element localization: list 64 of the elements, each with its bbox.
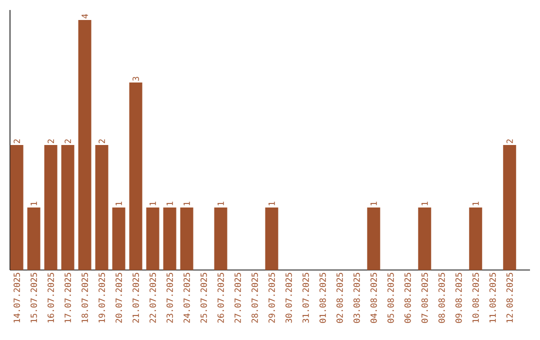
- data-label: 2: [506, 139, 513, 144]
- data-label: 2: [14, 139, 20, 144]
- data-label: 4: [82, 14, 88, 18]
- x-tick-label: 10.08.2025: [472, 272, 479, 322]
- x-tick-label: 16.07.2025: [48, 272, 54, 322]
- bar: [61, 144, 74, 270]
- x-tick-label: 27.07.2025: [234, 272, 241, 323]
- data-label: 1: [422, 202, 428, 206]
- x-tick-label: 05.08.2025: [387, 272, 394, 323]
- bar: [95, 144, 108, 270]
- data-label: 1: [218, 202, 224, 206]
- data-label: 1: [268, 202, 275, 206]
- x-tick-label: 15.07.2025: [30, 272, 38, 322]
- x-tick-label: 14.07.2025: [14, 272, 20, 322]
- data-label: 2: [64, 139, 71, 144]
- x-tick-label: 09.08.2025: [455, 272, 462, 323]
- x-tick-label: 06.08.2025: [404, 272, 411, 323]
- bar: [503, 144, 516, 270]
- data-label: 2: [98, 139, 105, 144]
- bar: [163, 208, 176, 270]
- x-tick-label: 17.07.2025: [64, 272, 72, 322]
- x-tick-label: 31.07.2025: [302, 272, 309, 323]
- data-label: 3: [132, 76, 139, 81]
- x-tick-label: 26.07.2025: [218, 272, 224, 323]
- x-tick-label: 18.07.2025: [82, 272, 88, 322]
- data-label: 1: [116, 202, 122, 206]
- x-tick-label: 12.08.2025: [506, 272, 513, 322]
- bar: [27, 208, 40, 270]
- x-tick-label: 28.07.2025: [251, 272, 258, 323]
- x-tick-label: 02.08.2025: [336, 272, 343, 323]
- bar: [214, 208, 228, 270]
- x-tick-label: 04.08.2025: [370, 272, 377, 323]
- x-tick-label: 29.07.2025: [268, 272, 275, 323]
- bar: [129, 82, 142, 270]
- bar: [265, 208, 278, 270]
- x-tick-label: 01.08.2025: [319, 272, 326, 323]
- x-tick-label: 07.08.2025: [421, 272, 428, 323]
- data-label: 1: [166, 202, 173, 206]
- data-label: 1: [184, 202, 190, 206]
- bar: [112, 208, 126, 270]
- x-tick-label: 11.08.2025: [489, 272, 496, 322]
- bar: [78, 20, 92, 270]
- data-label: 1: [370, 202, 377, 206]
- x-tick-label: 23.07.2025: [166, 272, 173, 323]
- x-tick-label: 22.07.2025: [150, 272, 156, 323]
- data-label: 1: [472, 202, 479, 206]
- x-tick-label: 08.08.2025: [438, 272, 445, 323]
- x-tick-label: 19.07.2025: [98, 272, 105, 322]
- x-tick-label: 30.07.2025: [285, 272, 292, 323]
- bar: [180, 208, 194, 270]
- bar: [146, 208, 160, 270]
- bar: [367, 208, 380, 270]
- data-label: 1: [150, 202, 156, 206]
- x-tick-label: 03.08.2025: [353, 272, 360, 323]
- data-label: 2: [48, 139, 54, 144]
- x-tick-label: 21.07.2025: [132, 272, 139, 323]
- x-tick-label: 24.07.2025: [184, 272, 190, 323]
- bar: [469, 208, 482, 270]
- x-tick-label: 25.07.2025: [200, 272, 207, 323]
- data-label: 1: [30, 202, 37, 206]
- x-tick-label: 20.07.2025: [116, 272, 122, 323]
- bar: [44, 144, 58, 270]
- bar: [418, 208, 432, 270]
- bar: [10, 144, 24, 270]
